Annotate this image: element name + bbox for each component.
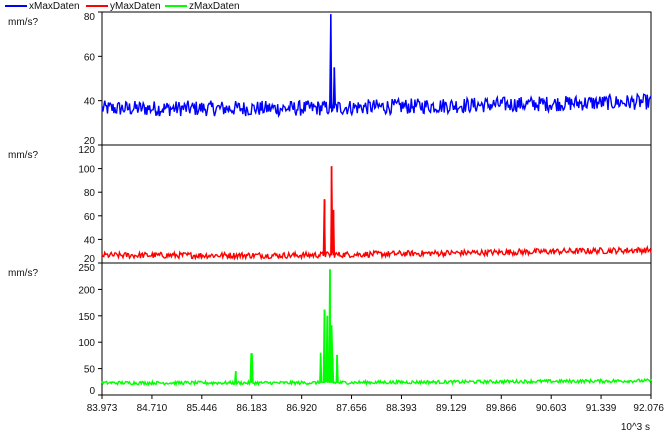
series-line-1 [101,166,652,261]
x-tick-label-8: 89.866 [486,403,517,414]
panel-frame-1 [101,144,652,264]
panel-frame-0 [101,11,652,146]
x-tick-label-10: 91.339 [586,403,617,414]
legend-label-1: yMaxDaten [110,1,161,12]
x-tick-label-11: 92.076 [633,403,664,414]
x-tick-label-2: 85.446 [187,403,218,414]
x-tick-label-9: 90.603 [536,403,567,414]
y-axis-label-2: mm/s? [8,268,38,279]
y-tick-label-2-1: 50 [84,365,96,376]
series-line-2 [101,269,652,387]
legend-label-0: xMaxDaten [29,1,80,12]
y-tick-label-0-1: 40 [84,97,96,108]
y-tick-label-1-2: 60 [84,212,96,223]
panel-frame-2 [101,262,652,396]
x-tick-label-0: 83.973 [87,403,118,414]
y-tick-label-2-2: 100 [78,338,95,349]
y-tick-label-1-1: 40 [84,235,96,246]
y-tick-label-0-3: 80 [84,12,96,23]
x-tick-label-1: 84.710 [137,403,168,414]
y-tick-label-2-0: 0 [89,386,95,397]
y-tick-label-0-2: 60 [84,52,96,63]
legend-label-2: zMaxDaten [189,1,240,12]
y-tick-label-2-3: 150 [78,312,95,323]
y-axis-label-0: mm/s? [8,17,38,28]
y-axis-label-1: mm/s? [8,150,38,161]
y-tick-label-1-0: 20 [84,254,96,265]
x-tick-label-7: 89.129 [436,403,467,414]
y-tick-label-1-3: 80 [84,188,96,199]
y-tick-label-1-5: 120 [78,145,95,156]
x-tick-label-4: 86.920 [286,403,317,414]
x-axis-unit: 10^3 s [621,422,650,432]
x-tick-label-6: 88.393 [386,403,417,414]
y-tick-label-2-4: 200 [78,285,95,296]
y-tick-label-2-5: 250 [78,263,95,274]
series-line-0 [101,14,652,118]
y-tick-label-0-0: 20 [84,136,96,147]
x-tick-label-3: 86.183 [236,403,267,414]
y-tick-label-1-4: 100 [78,165,95,176]
x-tick-label-5: 87.656 [336,403,367,414]
